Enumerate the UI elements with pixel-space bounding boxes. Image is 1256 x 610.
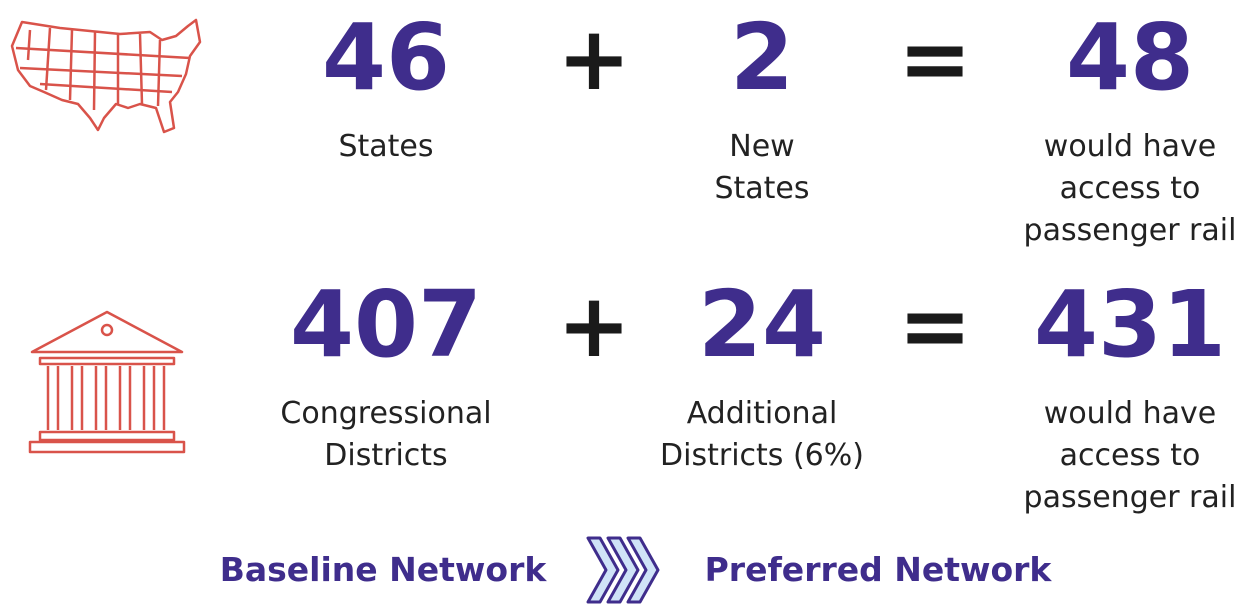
big-number: 48 xyxy=(1066,4,1194,111)
term-label: Districts xyxy=(324,438,447,473)
preferred-label: Preferred Network xyxy=(705,550,1053,589)
term-label: would have xyxy=(1044,396,1216,431)
us-map-icon xyxy=(10,18,202,134)
term-label: Additional xyxy=(687,396,838,431)
capitol-icon xyxy=(28,310,186,454)
term-label: Congressional xyxy=(280,396,491,431)
term-label: New xyxy=(729,129,794,164)
term-label: passenger rail xyxy=(1024,480,1237,515)
big-number: 431 xyxy=(1034,271,1226,378)
equals-sign: = xyxy=(898,274,972,377)
term-label: Districts (6%) xyxy=(660,438,864,473)
term-label: access to xyxy=(1060,171,1201,206)
big-number: 24 xyxy=(698,271,826,378)
plus-sign: + xyxy=(557,7,631,110)
term-label: would have xyxy=(1044,129,1216,164)
equals-sign: = xyxy=(898,7,972,110)
big-number: 407 xyxy=(290,271,482,378)
big-number: 46 xyxy=(322,4,450,111)
baseline-label: Baseline Network xyxy=(220,550,548,589)
term-label: access to xyxy=(1060,438,1201,473)
plus-sign: + xyxy=(557,274,631,377)
term-label: States xyxy=(338,129,433,164)
term-label: States xyxy=(714,171,809,206)
term-label: passenger rail xyxy=(1024,213,1237,248)
big-number: 2 xyxy=(730,4,794,111)
arrow-chevrons xyxy=(586,536,660,604)
